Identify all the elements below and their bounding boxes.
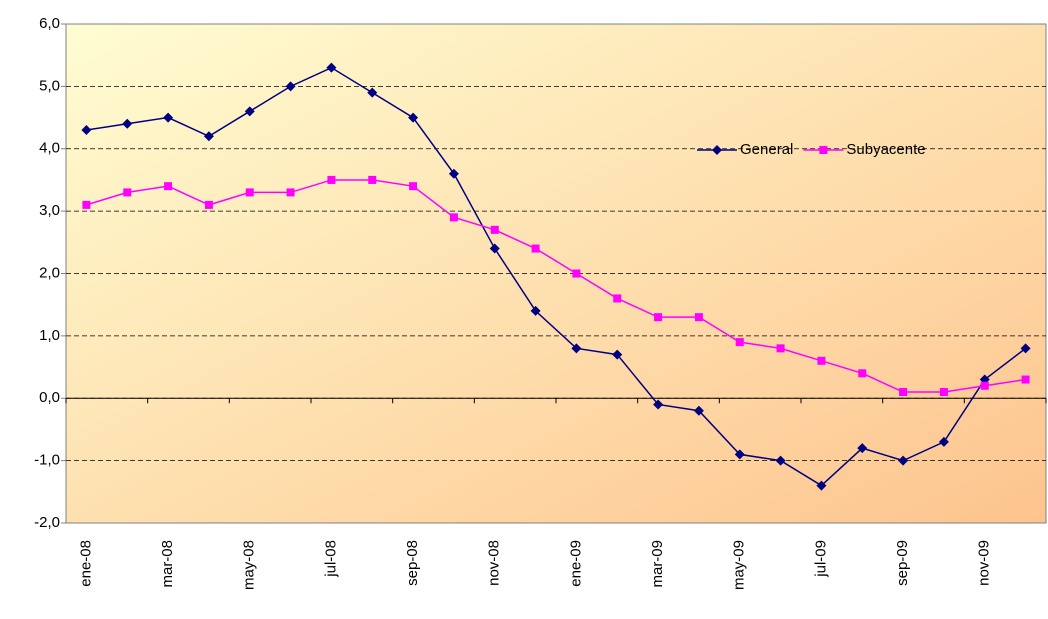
- data-point: [449, 213, 458, 222]
- y-tick-label: 0,0: [39, 389, 60, 406]
- x-tick-label: mar-08: [159, 540, 176, 588]
- data-point: [245, 188, 254, 197]
- y-tick-label: 5,0: [39, 77, 60, 94]
- legend-label: General: [740, 141, 793, 158]
- data-point: [367, 87, 378, 98]
- data-point: [612, 349, 623, 360]
- data-point: [938, 436, 949, 447]
- data-point: [693, 405, 704, 416]
- series-line: [86, 66, 1027, 487]
- data-point: [654, 313, 663, 322]
- data-point: [163, 112, 174, 123]
- y-tick-label: 2,0: [39, 264, 60, 281]
- data-point: [81, 125, 92, 136]
- y-tick-label: -2,0: [34, 514, 60, 531]
- legend-label: Subyacente: [846, 141, 925, 158]
- x-tick-label: nov-08: [486, 540, 503, 586]
- x-tick-label: ene-08: [77, 540, 94, 587]
- data-point: [408, 112, 419, 123]
- x-tick-label: ene-09: [567, 540, 584, 587]
- data-point: [490, 225, 499, 234]
- data-point: [980, 381, 989, 390]
- data-point: [203, 131, 214, 142]
- x-tick-label: nov-09: [976, 540, 993, 586]
- data-point: [898, 455, 909, 466]
- data-point: [939, 388, 948, 397]
- y-tick-label: 3,0: [39, 202, 60, 219]
- x-tick-label: sep-09: [894, 540, 911, 586]
- data-point: [571, 343, 582, 354]
- data-point: [244, 106, 255, 117]
- data-point: [286, 188, 295, 197]
- y-tick-label: 4,0: [39, 140, 60, 157]
- data-point: [572, 269, 581, 278]
- data-point: [857, 443, 868, 454]
- data-point: [409, 182, 418, 191]
- data-point: [82, 200, 91, 209]
- data-point: [1020, 343, 1031, 354]
- x-tick-label: mar-09: [649, 540, 666, 588]
- data-point: [489, 243, 500, 254]
- data-point: [448, 168, 459, 179]
- data-point: [327, 175, 336, 184]
- data-point: [858, 369, 867, 378]
- data-point: [1021, 375, 1030, 384]
- data-point: [326, 62, 337, 73]
- legend-marker: [819, 146, 828, 154]
- data-point: [204, 200, 213, 209]
- data-point: [775, 455, 786, 466]
- data-point: [735, 338, 744, 347]
- data-point: [123, 188, 132, 197]
- x-tick-label: sep-08: [404, 540, 421, 586]
- data-point: [694, 313, 703, 322]
- data-point: [285, 81, 296, 92]
- data-point: [530, 305, 541, 316]
- series-line: [86, 179, 1026, 393]
- data-point: [613, 294, 622, 303]
- data-point: [776, 344, 785, 353]
- data-point: [122, 118, 133, 129]
- x-tick-label: may-08: [241, 540, 258, 590]
- data-point: [899, 388, 908, 397]
- x-tick-label: may-09: [731, 540, 748, 590]
- y-tick-label: -1,0: [34, 452, 60, 469]
- data-point: [368, 175, 377, 184]
- data-point: [164, 182, 173, 191]
- data-point: [653, 399, 664, 410]
- data-point: [531, 244, 540, 253]
- x-tick-label: jul-08: [322, 540, 339, 578]
- y-tick-label: 6,0: [39, 15, 60, 32]
- legend-marker: [712, 145, 722, 155]
- data-point: [816, 480, 827, 491]
- x-tick-label: jul-09: [812, 540, 829, 578]
- data-point: [734, 449, 745, 460]
- data-point: [817, 356, 826, 365]
- y-tick-label: 1,0: [39, 327, 60, 344]
